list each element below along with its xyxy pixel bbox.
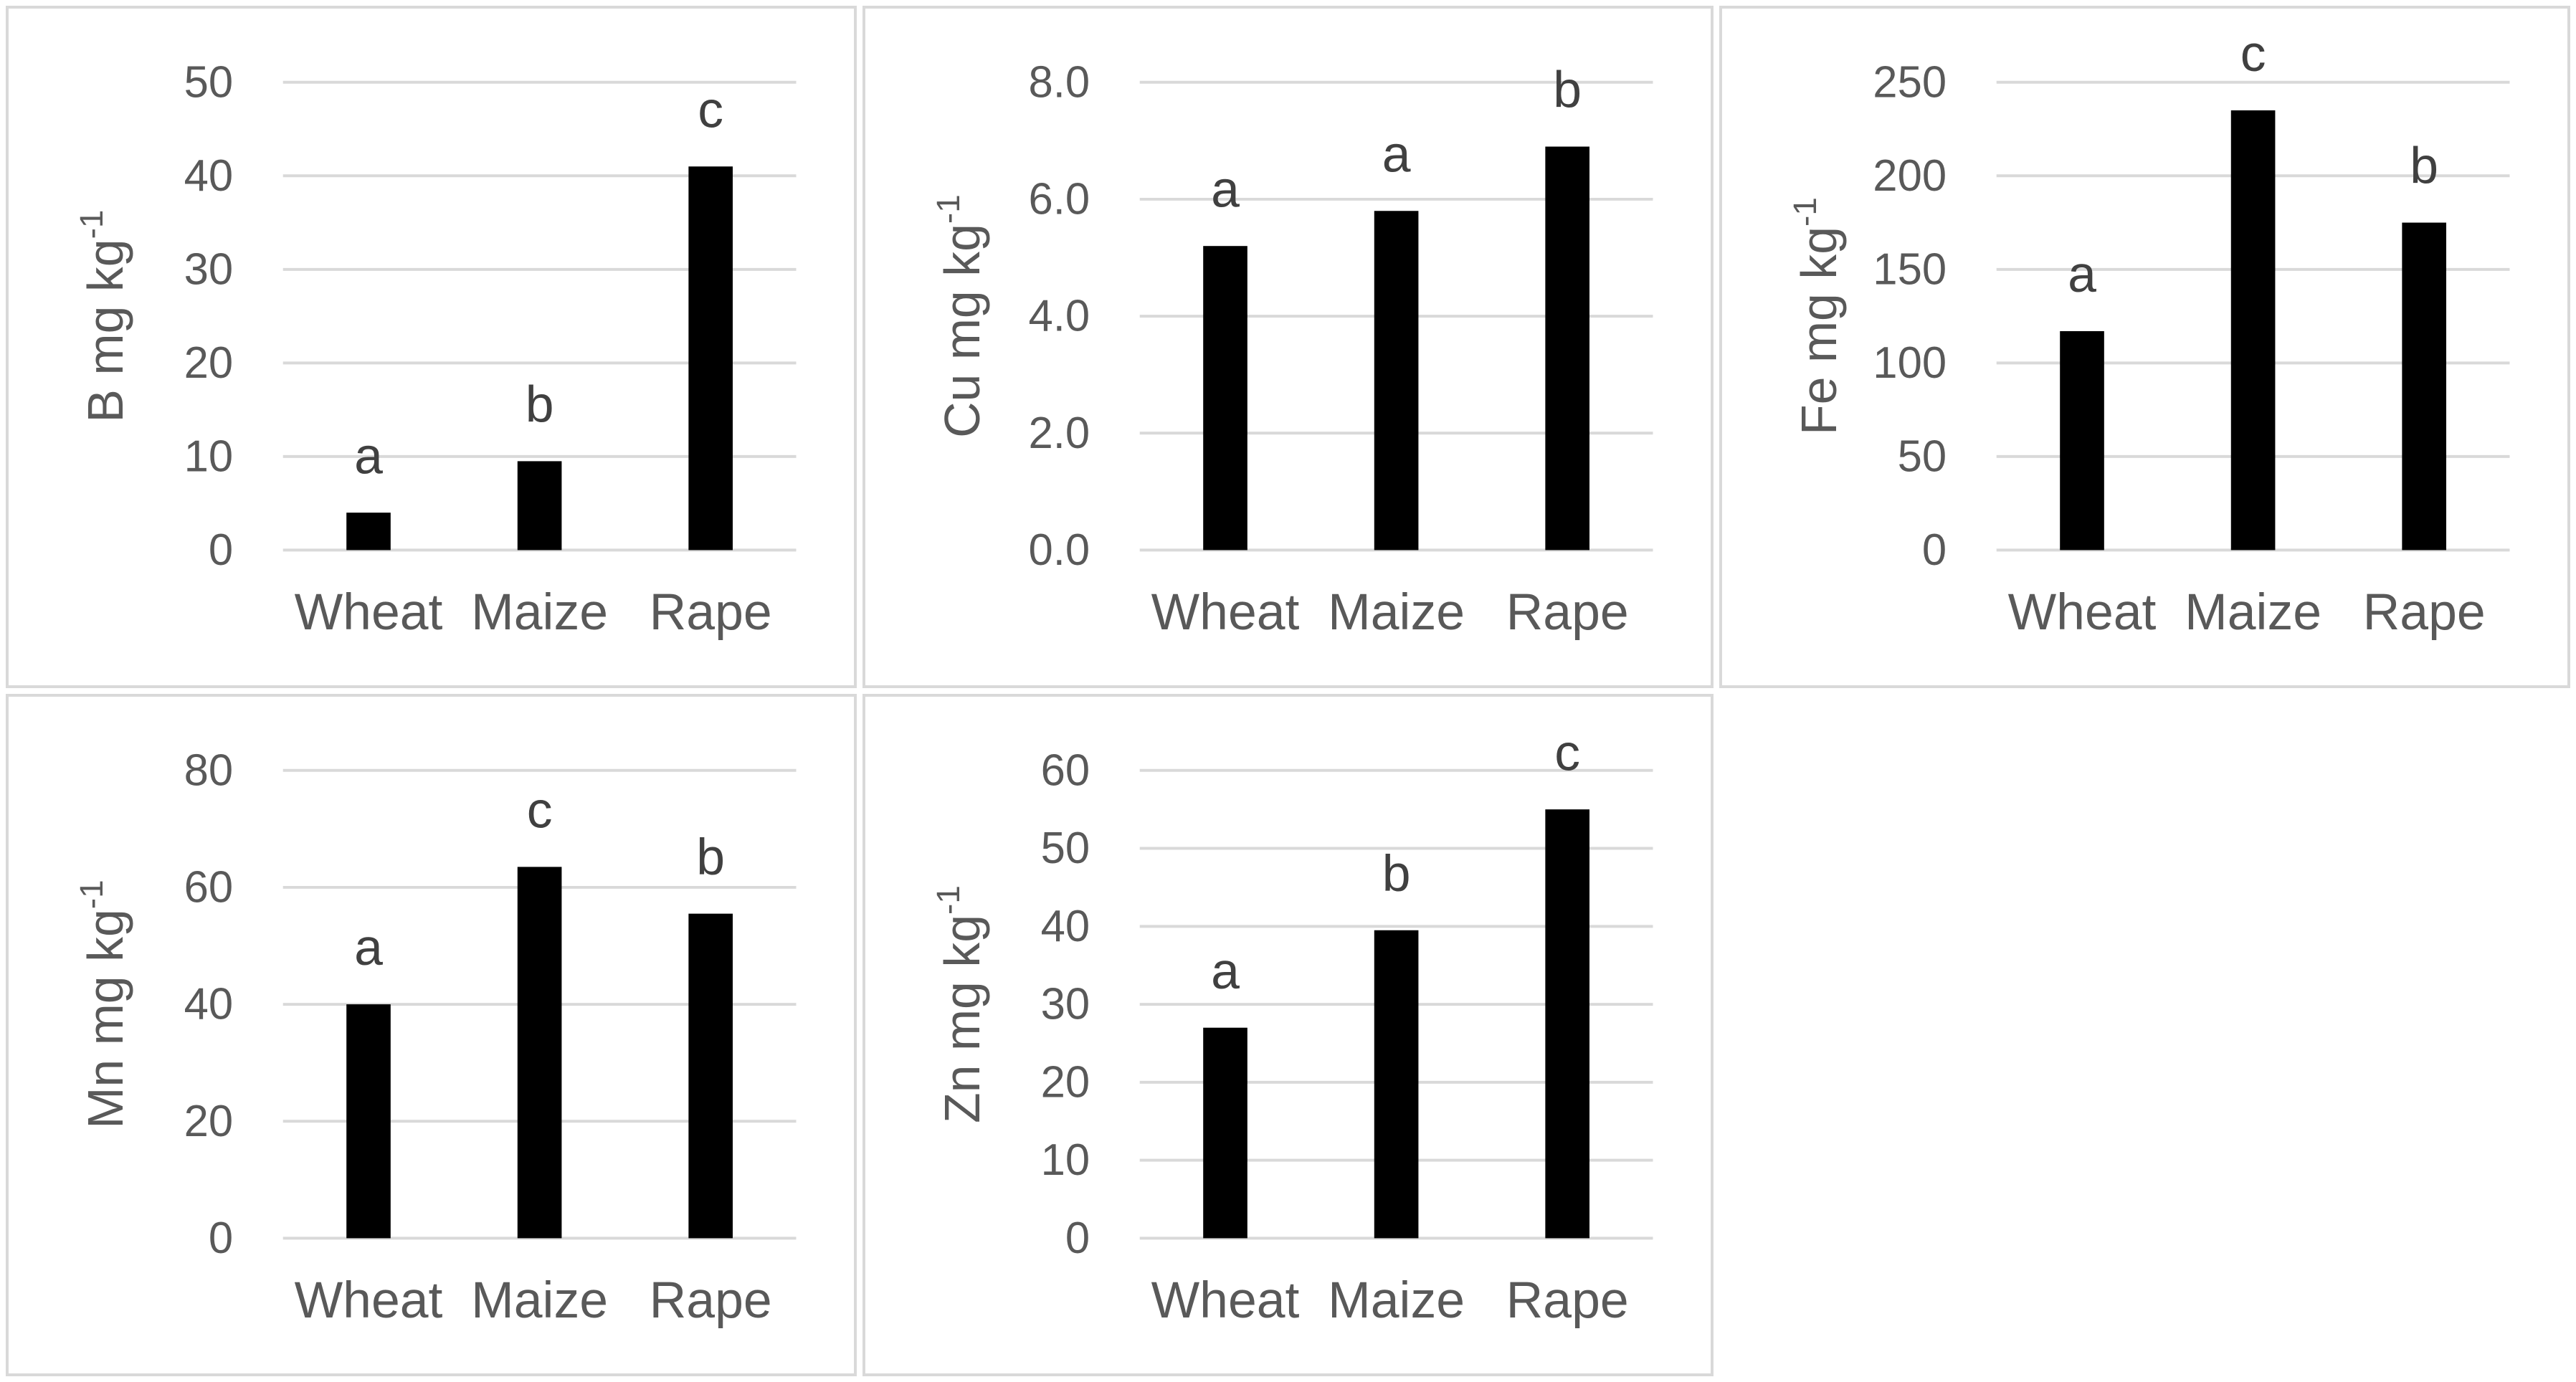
x-category-label-maize: Maize [471,583,608,641]
x-category-label-wheat: Wheat [295,1272,443,1329]
significance-letter-maize: b [526,376,554,433]
significance-letter-wheat: a [1211,161,1240,218]
x-category-label-rape: Rape [2363,583,2486,641]
y-tick-label: 2.0 [1028,409,1090,458]
significance-letter-wheat: a [2068,246,2096,303]
y-tick-label: 40 [1041,902,1090,951]
x-category-label-wheat: Wheat [295,583,443,641]
y-axis-title: Fe mg kg-1 [1787,197,1847,435]
bar-maize [1374,930,1419,1239]
bar-rape [1545,146,1590,551]
chart-panel-fe: 0 50 100 150 200 250 a Wheat c Maize b Rape Fe mg kg… [1719,6,2570,688]
significance-letter-rape: b [696,829,725,886]
y-tick-label: 100 [1873,338,1947,388]
chart-panel-b: 0 10 20 30 40 50 a Wheat b Maize c Rape B mg kg-1 [6,6,857,688]
bar-maize [1374,211,1419,551]
y-tick-label: 250 [1873,57,1947,107]
bar-wheat [1203,246,1247,551]
y-tick-label: 200 [1873,151,1947,201]
y-tick-label: 40 [184,980,234,1029]
significance-letter-wheat: a [354,919,383,976]
chart-svg-zn: 0 10 20 30 40 50 60 a Wheat b Maize c Rape Zn mg kg-1 [930,724,1653,1329]
y-tick-label: 0 [1065,1214,1090,1263]
x-category-label-maize: Maize [1328,1272,1465,1329]
y-tick-label: 60 [184,862,234,912]
y-tick-label: 80 [184,745,234,795]
y-tick-label: 20 [184,1097,234,1146]
empty-grid-cell [1719,694,2570,1376]
y-tick-label: 0.0 [1028,525,1090,575]
x-category-label-rape: Rape [1506,583,1629,641]
bar-wheat [1203,1027,1247,1239]
x-category-label-rape: Rape [650,1272,772,1329]
significance-letter-maize: c [527,781,553,839]
significance-letter-rape: c [1554,724,1580,781]
x-category-label-maize: Maize [2185,583,2321,641]
y-tick-label: 20 [1041,1057,1090,1107]
y-tick-label: 30 [1041,980,1090,1029]
x-category-label-rape: Rape [650,583,772,641]
y-tick-label: 8.0 [1028,57,1090,107]
y-tick-label: 50 [184,57,234,107]
y-tick-label: 0 [209,525,233,575]
y-tick-label: 0 [209,1214,233,1263]
significance-letter-rape: b [2410,138,2438,195]
significance-letter-maize: a [1382,125,1411,183]
bar-rape [1545,809,1590,1239]
bar-wheat [346,1004,391,1239]
y-tick-label: 10 [184,432,234,481]
chart-svg-b: 0 10 20 30 40 50 a Wheat b Maize c Rape B mg kg-1 [73,57,797,641]
bar-wheat [346,513,391,551]
y-tick-label: 6.0 [1028,174,1090,224]
significance-letter-rape: b [1553,62,1582,119]
y-axis-title: Cu mg kg-1 [930,194,990,438]
y-tick-label: 150 [1873,244,1947,294]
x-category-label-maize: Maize [1328,583,1465,641]
chart-svg-mn: 0 20 40 60 80 a Wheat c Maize b Rape Mn mg kg-1 [73,745,797,1329]
chart-panel-cu: 0.0 2.0 4.0 6.0 8.0 a Wheat a Maize b Rape Cu mg kg… [862,6,1714,688]
bar-rape [2402,222,2447,551]
bar-wheat [2060,330,2104,551]
y-tick-label: 40 [184,151,234,201]
y-axis-title: B mg kg-1 [73,210,133,423]
y-axis-title: Mn mg kg-1 [73,880,133,1128]
chart-panel-mn: 0 20 40 60 80 a Wheat c Maize b Rape Mn mg kg-1 [6,694,857,1376]
significance-letter-maize: b [1382,845,1411,902]
bar-rape [688,166,733,551]
chart-svg-cu: 0.0 2.0 4.0 6.0 8.0 a Wheat a Maize b Rape Cu mg kg… [930,57,1653,641]
bar-maize [517,867,562,1239]
bar-maize [517,461,562,551]
x-category-label-rape: Rape [1506,1272,1629,1329]
y-tick-label: 10 [1041,1135,1090,1185]
bar-rape [688,913,733,1239]
y-tick-label: 4.0 [1028,292,1090,341]
y-tick-label: 60 [1041,745,1090,795]
y-tick-label: 50 [1898,432,1947,481]
significance-letter-wheat: a [354,427,383,485]
y-tick-label: 50 [1041,824,1090,873]
x-category-label-maize: Maize [471,1272,608,1329]
y-tick-label: 30 [184,244,234,294]
significance-letter-maize: c [2240,25,2266,82]
chart-panel-zn: 0 10 20 30 40 50 60 a Wheat b Maize c Rape Zn mg kg-1 [862,694,1714,1376]
significance-letter-wheat: a [1211,943,1240,1000]
x-category-label-wheat: Wheat [1151,583,1300,641]
significance-letter-rape: c [698,81,723,138]
y-axis-title: Zn mg kg-1 [930,885,990,1123]
y-tick-label: 0 [1922,525,1947,575]
y-tick-label: 20 [184,338,234,388]
chart-svg-fe: 0 50 100 150 200 250 a Wheat c Maize b Rape Fe mg kg… [1787,25,2510,641]
bar-maize [2230,110,2276,551]
x-category-label-wheat: Wheat [2008,583,2157,641]
x-category-label-wheat: Wheat [1151,1272,1300,1329]
